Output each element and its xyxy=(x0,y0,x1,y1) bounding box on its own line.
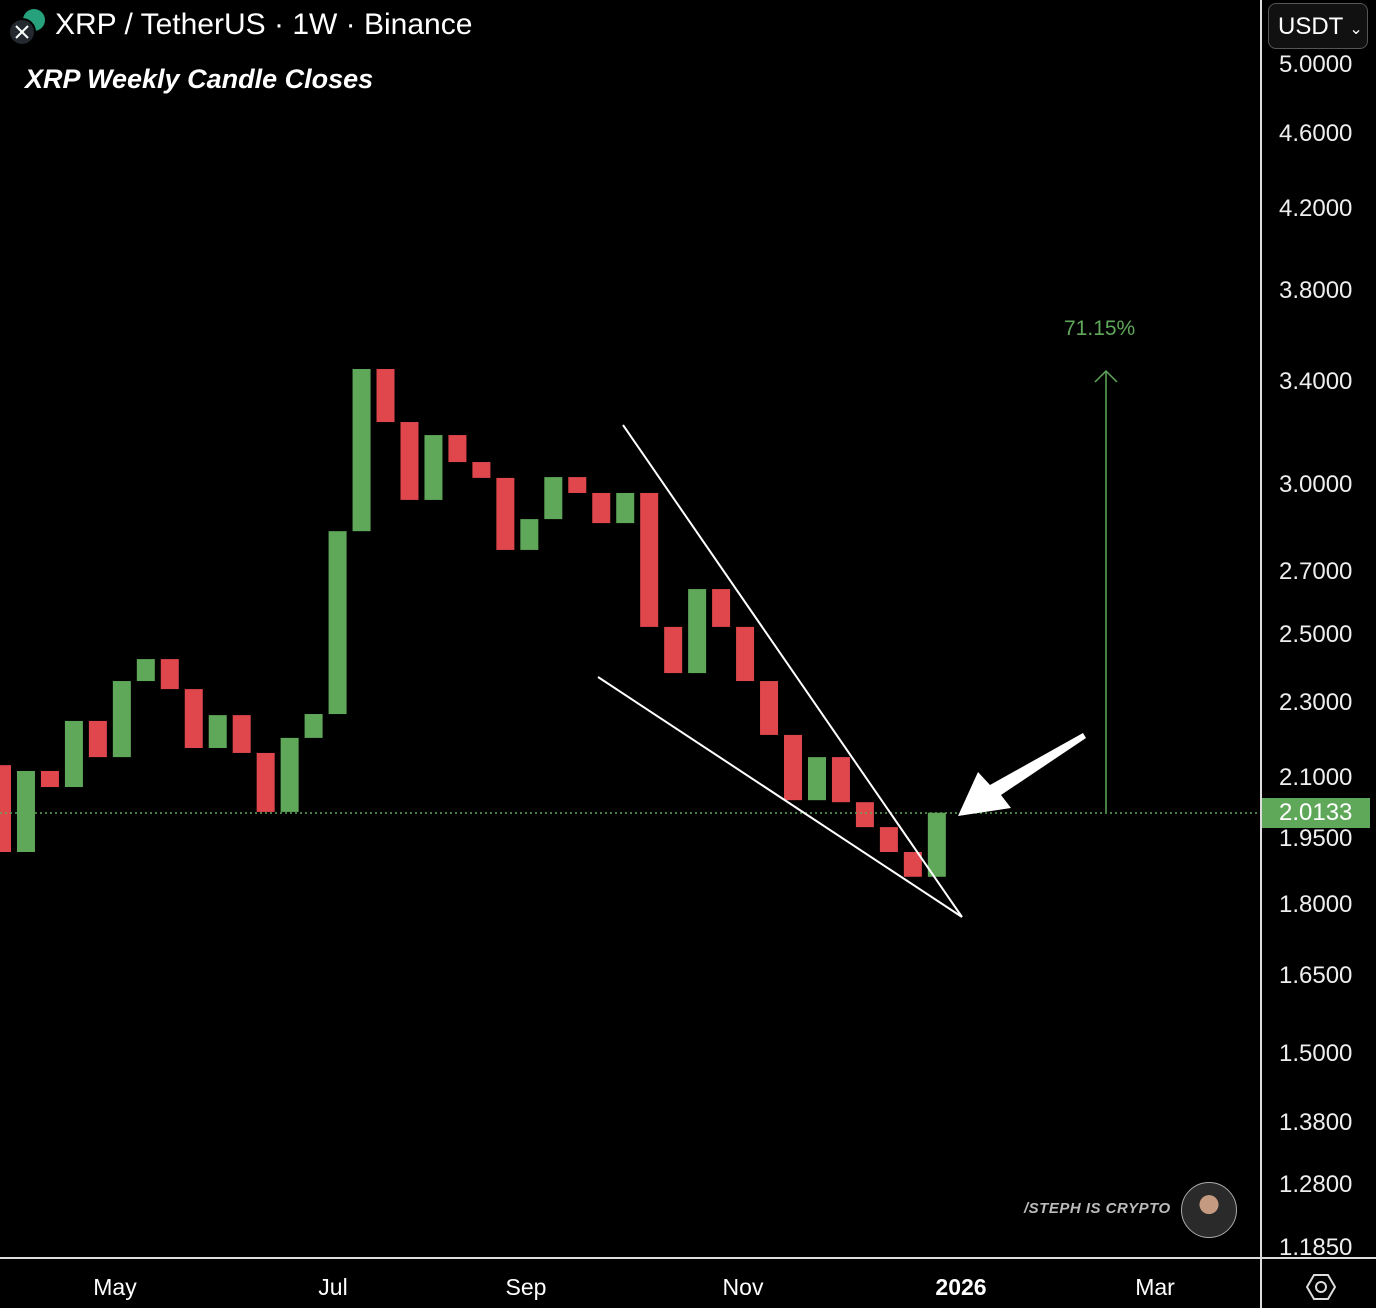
symbol-icon xyxy=(8,8,48,48)
y-tick-label: 1.2800 xyxy=(1279,1170,1353,1198)
candle xyxy=(472,462,491,478)
candle xyxy=(927,812,946,877)
y-tick-label: 3.8000 xyxy=(1279,276,1353,304)
candle xyxy=(424,435,443,500)
candle xyxy=(855,802,874,828)
price-axis-border xyxy=(1260,0,1262,1308)
candle xyxy=(304,714,323,738)
avatar xyxy=(1181,1182,1237,1238)
chevron-down-icon: ⌄ xyxy=(1349,21,1363,38)
candle xyxy=(352,369,371,532)
candle xyxy=(496,477,515,550)
y-tick-label: 5.0000 xyxy=(1279,51,1353,79)
candle xyxy=(64,720,83,788)
settings-icon[interactable] xyxy=(1305,1272,1337,1307)
candle xyxy=(640,492,659,627)
y-tick-label: 1.3800 xyxy=(1279,1108,1353,1136)
y-tick-label: 2.1000 xyxy=(1279,763,1353,791)
candle xyxy=(664,626,683,674)
x-tick-label: Jul xyxy=(318,1274,348,1300)
chart-title: XRP / TetherUS · 1W · Binance xyxy=(55,8,473,41)
candle xyxy=(568,477,587,493)
candle xyxy=(760,681,779,735)
last-price-tag: 2.0133 xyxy=(1262,798,1370,828)
y-tick-label: 2.3000 xyxy=(1279,689,1353,717)
candle xyxy=(136,659,155,682)
y-tick-label: 4.6000 xyxy=(1279,119,1353,147)
x-tick-label: May xyxy=(93,1274,137,1300)
candle xyxy=(807,757,826,801)
y-tick-label: 1.9500 xyxy=(1279,824,1353,852)
candle xyxy=(88,720,107,758)
candles xyxy=(0,369,946,877)
candle xyxy=(400,422,419,500)
candle xyxy=(40,770,59,788)
measure-label: 71.15% xyxy=(1064,317,1136,340)
candle xyxy=(160,659,179,690)
x-tick-label: 2026 xyxy=(935,1274,987,1300)
y-tick-label: 1.6500 xyxy=(1279,962,1353,990)
candle xyxy=(208,715,227,749)
candle xyxy=(544,477,563,520)
candle xyxy=(328,531,347,715)
y-tick-label: 3.0000 xyxy=(1279,471,1353,498)
candle xyxy=(592,492,611,524)
x-tick-label: Sep xyxy=(505,1274,547,1300)
candle xyxy=(831,757,850,803)
candle xyxy=(448,435,467,463)
candle xyxy=(184,689,203,749)
watermark: /STEPH IS CRYPTO xyxy=(1024,1200,1171,1217)
candle xyxy=(784,734,803,801)
candle xyxy=(712,589,731,627)
currency-select[interactable]: USDT ⌄ xyxy=(1268,3,1368,49)
candle xyxy=(520,519,539,550)
candle xyxy=(879,827,898,853)
candle xyxy=(688,589,707,674)
candle xyxy=(376,369,395,423)
x-tick-label: Mar xyxy=(1135,1274,1175,1300)
y-tick-label: 1.1850 xyxy=(1279,1233,1353,1261)
candle xyxy=(232,715,251,753)
candle xyxy=(616,492,635,524)
chart-plot[interactable] xyxy=(0,0,1260,1257)
candle xyxy=(0,765,11,853)
candle xyxy=(16,770,35,853)
currency-label: USDT xyxy=(1278,13,1344,40)
chart-subtitle: XRP Weekly Candle Closes xyxy=(25,64,374,94)
candle xyxy=(736,626,755,682)
y-tick-label: 3.4000 xyxy=(1279,368,1353,396)
candle xyxy=(903,852,922,877)
x-tick-label: Nov xyxy=(722,1274,764,1300)
y-tick-label: 2.5000 xyxy=(1279,620,1353,648)
y-tick-label: 2.7000 xyxy=(1279,557,1353,585)
candle xyxy=(280,737,299,812)
y-tick-label: 4.2000 xyxy=(1279,194,1353,222)
upper-trendline[interactable] xyxy=(622,424,963,918)
time-axis-border xyxy=(0,1257,1376,1259)
lower-trendline[interactable] xyxy=(597,676,963,918)
measure-arrow[interactable] xyxy=(1094,369,1118,812)
candle xyxy=(256,752,275,812)
y-tick-label: 1.8000 xyxy=(1279,890,1353,918)
y-tick-label: 1.5000 xyxy=(1279,1040,1353,1068)
pointer-arrow-icon xyxy=(958,733,1086,816)
candle xyxy=(112,681,131,758)
